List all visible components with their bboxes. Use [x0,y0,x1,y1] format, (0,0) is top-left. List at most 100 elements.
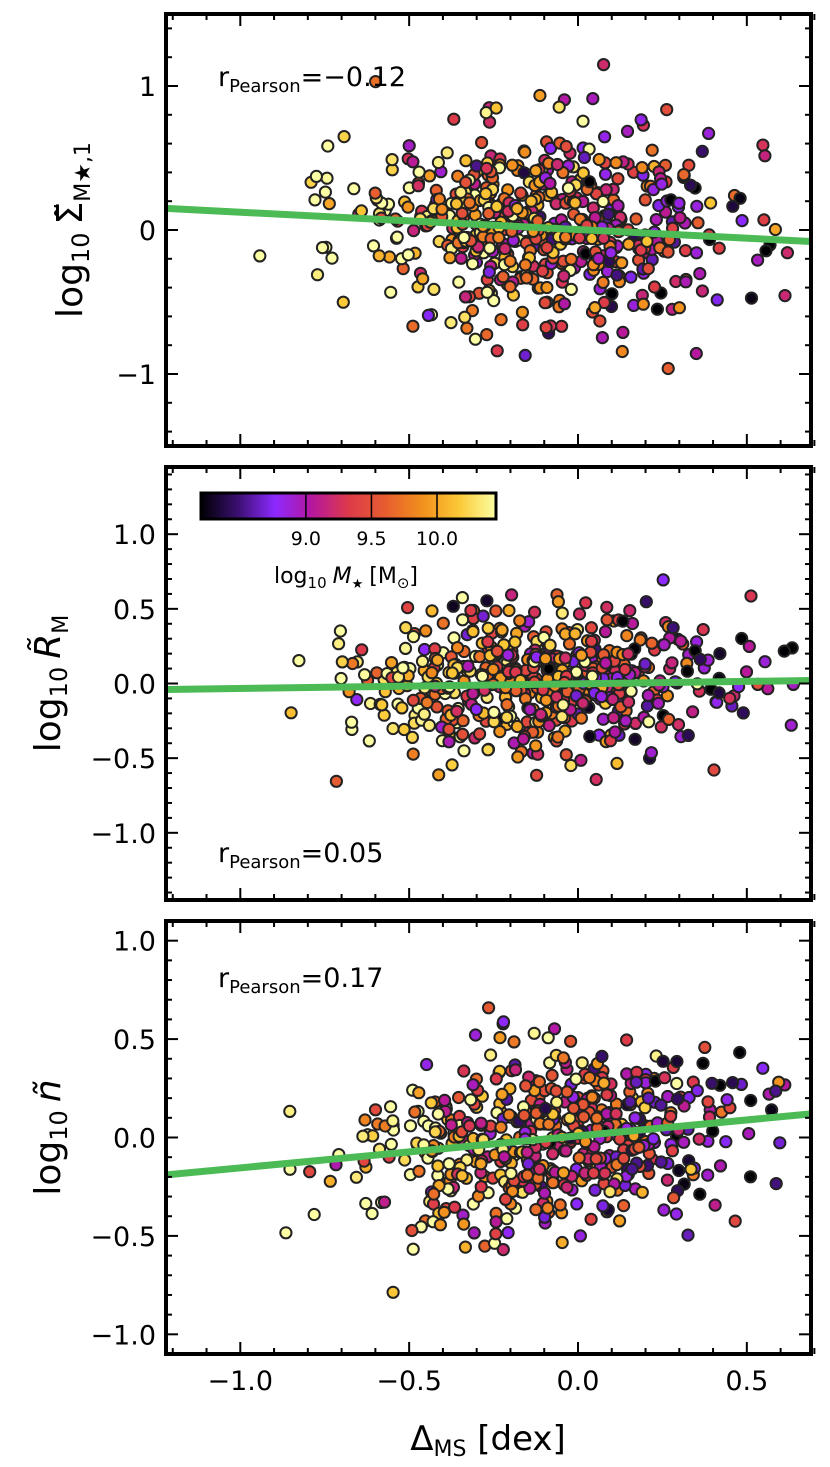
scatter-point [322,197,336,211]
scatter-point [321,139,335,153]
scatter-point [689,346,703,361]
scatter-point [690,199,704,213]
scatter-point [493,1031,507,1045]
scatter-point [444,316,458,330]
scatter-point [538,296,552,310]
scatter-point [600,1088,614,1102]
scatter-point [735,631,749,646]
scatter-point [476,609,490,623]
scatter-point [320,171,334,185]
scatter-point [662,712,676,727]
scatter-point [713,1159,728,1173]
scatter-point [487,705,501,720]
scatter-point [403,1119,418,1133]
scatter-point [494,1120,508,1134]
scatter-point [498,242,512,256]
scatter-point [617,1199,631,1213]
scatter-point [536,264,550,278]
scatter-point [454,185,468,199]
scatter-point [468,1028,483,1042]
scatter-point [596,1199,610,1213]
scatter-point [359,1196,373,1211]
scatter-point [656,1054,670,1068]
scatter-point [443,251,457,265]
scatter-point [463,196,477,210]
scatter-point [698,1040,712,1055]
scatter-point [559,230,573,244]
scatter-point [384,285,398,299]
scatter-point [492,231,506,245]
scatter-point [641,688,655,703]
scatter-point [642,715,656,729]
x-tick-label: −0.5 [376,1366,442,1397]
y-tick-label: 0 [139,216,156,247]
scatter-point [496,1015,511,1029]
scatter-point [691,216,705,230]
scatter-point [515,305,530,319]
scatter-point [500,1212,514,1226]
scatter-point [572,231,587,245]
scatter-point [332,637,346,651]
scatter-point [402,139,416,153]
scatter-point [665,656,679,670]
scatter-point [490,344,504,358]
scatter-point [609,1107,623,1121]
scatter-point [452,1090,466,1105]
scatter-point [744,589,758,603]
scatter-point [645,636,659,650]
scatter-point [672,196,686,210]
scatter-point [610,268,624,282]
scatter-point [608,725,622,739]
scatter-point [693,267,707,281]
scatter-point [584,1212,598,1226]
scatter-point [678,244,693,258]
scatter-point [406,693,420,707]
scatter-point [628,732,642,746]
scatter-point [458,310,472,324]
scatter-point [308,193,322,207]
plot-area [166,58,811,376]
scatter-point [421,308,435,322]
colorbar-bar [199,491,498,521]
scatter-point [329,774,343,788]
scatter-point [462,1119,477,1133]
scatter-point [442,735,456,749]
scatter-point [405,1223,419,1238]
scatter-point [480,161,494,175]
scatter-point [307,1207,321,1222]
scatter-point [450,704,464,718]
scatter-point [677,1135,691,1149]
scatter-point [500,710,514,725]
scatter-point [629,212,643,226]
scatter-point [447,112,461,126]
scatter-point [726,1076,740,1090]
scatter-point [538,652,553,666]
scatter-point [431,155,445,170]
scatter-point [556,1051,571,1065]
scatter-point [516,732,531,746]
scatter-point [503,280,517,294]
scatter-point [611,172,625,186]
scatter-point [466,686,480,701]
colorbar-tick-label: 9.5 [356,528,386,550]
scatter-point [702,126,716,140]
scatter-point [336,295,350,309]
scatter-point [523,703,537,717]
scatter-point [634,113,648,127]
scatter-point [510,202,524,216]
scatter-point [356,1129,370,1143]
scatter-point [469,702,483,717]
scatter-point [773,1136,787,1150]
scatter-point [588,301,602,315]
scatter-point [623,604,637,618]
scatter-point [590,1111,604,1125]
colorbar-tick-label: 9.0 [291,528,321,550]
scatter-point [620,124,635,138]
scatter-point [479,187,493,201]
scatter-point [549,1084,563,1098]
scatter-point [283,1104,297,1119]
scatter-point [719,1135,733,1149]
scatter-point [674,634,688,648]
scatter-point [572,1151,586,1165]
